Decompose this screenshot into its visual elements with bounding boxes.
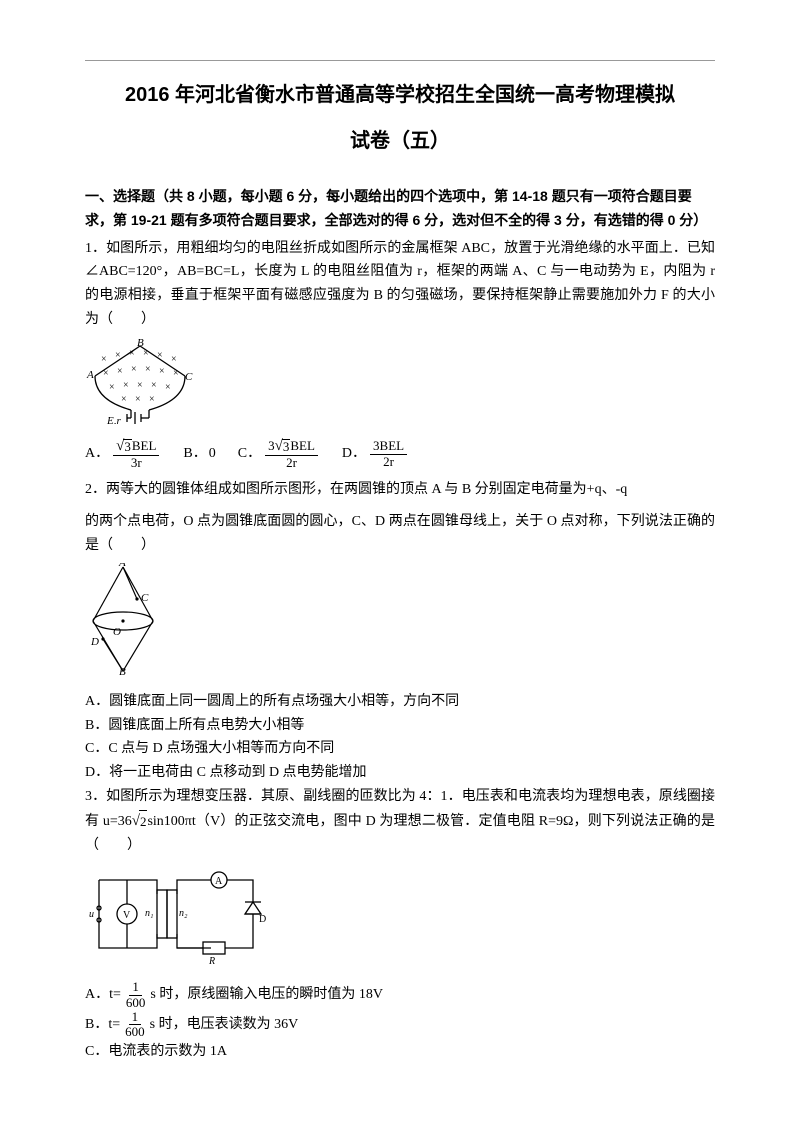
svg-text:×: ×: [123, 380, 129, 391]
svg-text:×: ×: [145, 364, 151, 375]
q1-figure: ×××××× ×××××× ××××× ××× A B C E,r: [85, 338, 715, 432]
q2-option-A: A．圆锥底面上同一圆周上的所有点场强大小相等，方向不同: [85, 690, 715, 714]
svg-text:×: ×: [143, 348, 149, 359]
svg-text:B: B: [119, 666, 126, 675]
q1-option-B: B． 0: [183, 441, 215, 466]
q2-figure: A B C D O: [85, 563, 715, 683]
svg-text:×: ×: [165, 382, 171, 393]
svg-text:×: ×: [115, 350, 121, 361]
svg-text:A: A: [215, 876, 223, 887]
svg-text:C: C: [141, 592, 149, 604]
svg-text:D: D: [90, 636, 99, 648]
svg-text:u: u: [89, 909, 94, 920]
q1-text: 1．如图所示，用粗细均匀的电阻丝折成如图所示的金属框架 ABC，放置于光滑绝缘的…: [85, 237, 715, 332]
svg-text:×: ×: [101, 354, 107, 365]
svg-text:×: ×: [159, 366, 165, 377]
q2-option-C: C．C 点与 D 点场强大小相等而方向不同: [85, 737, 715, 761]
section-instructions: 一、选择题（共 8 小题，每小题 6 分，每小题给出的四个选项中，第 14-18…: [85, 185, 715, 233]
q3-option-C: C．电流表的示数为 1A: [85, 1040, 715, 1064]
q1-option-D: D． 3BEL 2r: [342, 439, 409, 469]
svg-text:D: D: [259, 914, 266, 925]
q2-text-l1: 2．两等大的圆锥体组成如图所示图形，在两圆锥的顶点 A 与 B 分别固定电荷量为…: [85, 478, 715, 502]
q2-text-l2: 的两个点电荷，O 点为圆锥底面圆的圆心，C、D 两点在圆锥母线上，关于 O 点对…: [85, 510, 715, 558]
svg-text:A: A: [118, 563, 126, 569]
svg-text:×: ×: [137, 380, 143, 391]
q1-label-Er: E,r: [106, 415, 121, 424]
q2-options: A．圆锥底面上同一圆周上的所有点场强大小相等，方向不同 B．圆锥底面上所有点电势…: [85, 690, 715, 785]
q3-options: A．t=1600s 时，原线圈输入电压的瞬时值为 18V B．t=1600s 时…: [85, 980, 715, 1063]
svg-text:×: ×: [135, 394, 141, 405]
q3-figure: u V A n₁ n₂ D R: [85, 864, 715, 974]
q2-option-B: B．圆锥底面上所有点电势大小相等: [85, 714, 715, 738]
q1-label-B: B: [137, 338, 144, 349]
title-line2: 试卷（五）: [85, 125, 715, 157]
svg-text:×: ×: [121, 394, 127, 405]
page-top-rule: [85, 60, 715, 61]
q1-label-A: A: [86, 369, 94, 381]
q1-options: A． √3BEL 3r B． 0 C． 3√3BEL 2r D． 3BEL 2r: [85, 438, 715, 470]
svg-text:n₁: n₁: [145, 908, 153, 919]
svg-text:×: ×: [103, 368, 109, 379]
q3-text: 3．如图所示为理想变压器．其原、副线圈的匝数比为 4：1．电压表和电流表均为理想…: [85, 785, 715, 858]
q1-label-C: C: [185, 371, 193, 383]
svg-text:O: O: [113, 626, 121, 638]
q1-option-A: A． √3BEL 3r: [85, 438, 161, 470]
svg-text:V: V: [123, 910, 131, 921]
svg-text:×: ×: [149, 394, 155, 405]
svg-text:×: ×: [109, 382, 115, 393]
svg-text:×: ×: [157, 350, 163, 361]
svg-text:×: ×: [151, 380, 157, 391]
svg-text:×: ×: [131, 364, 137, 375]
svg-text:n₂: n₂: [179, 908, 188, 919]
q1-option-C: C． 3√3BEL 2r: [238, 438, 320, 470]
svg-text:R: R: [208, 956, 215, 966]
svg-text:×: ×: [173, 368, 179, 379]
svg-text:×: ×: [171, 354, 177, 365]
title-line1: 2016 年河北省衡水市普通高等学校招生全国统一高考物理模拟: [85, 79, 715, 111]
svg-text:×: ×: [129, 348, 135, 359]
q3-option-B: B．t=1600s 时，电压表读数为 36V: [85, 1010, 715, 1040]
q3-option-A: A．t=1600s 时，原线圈输入电压的瞬时值为 18V: [85, 980, 715, 1010]
q2-option-D: D．将一正电荷由 C 点移动到 D 点电势能增加: [85, 761, 715, 785]
svg-text:×: ×: [117, 366, 123, 377]
